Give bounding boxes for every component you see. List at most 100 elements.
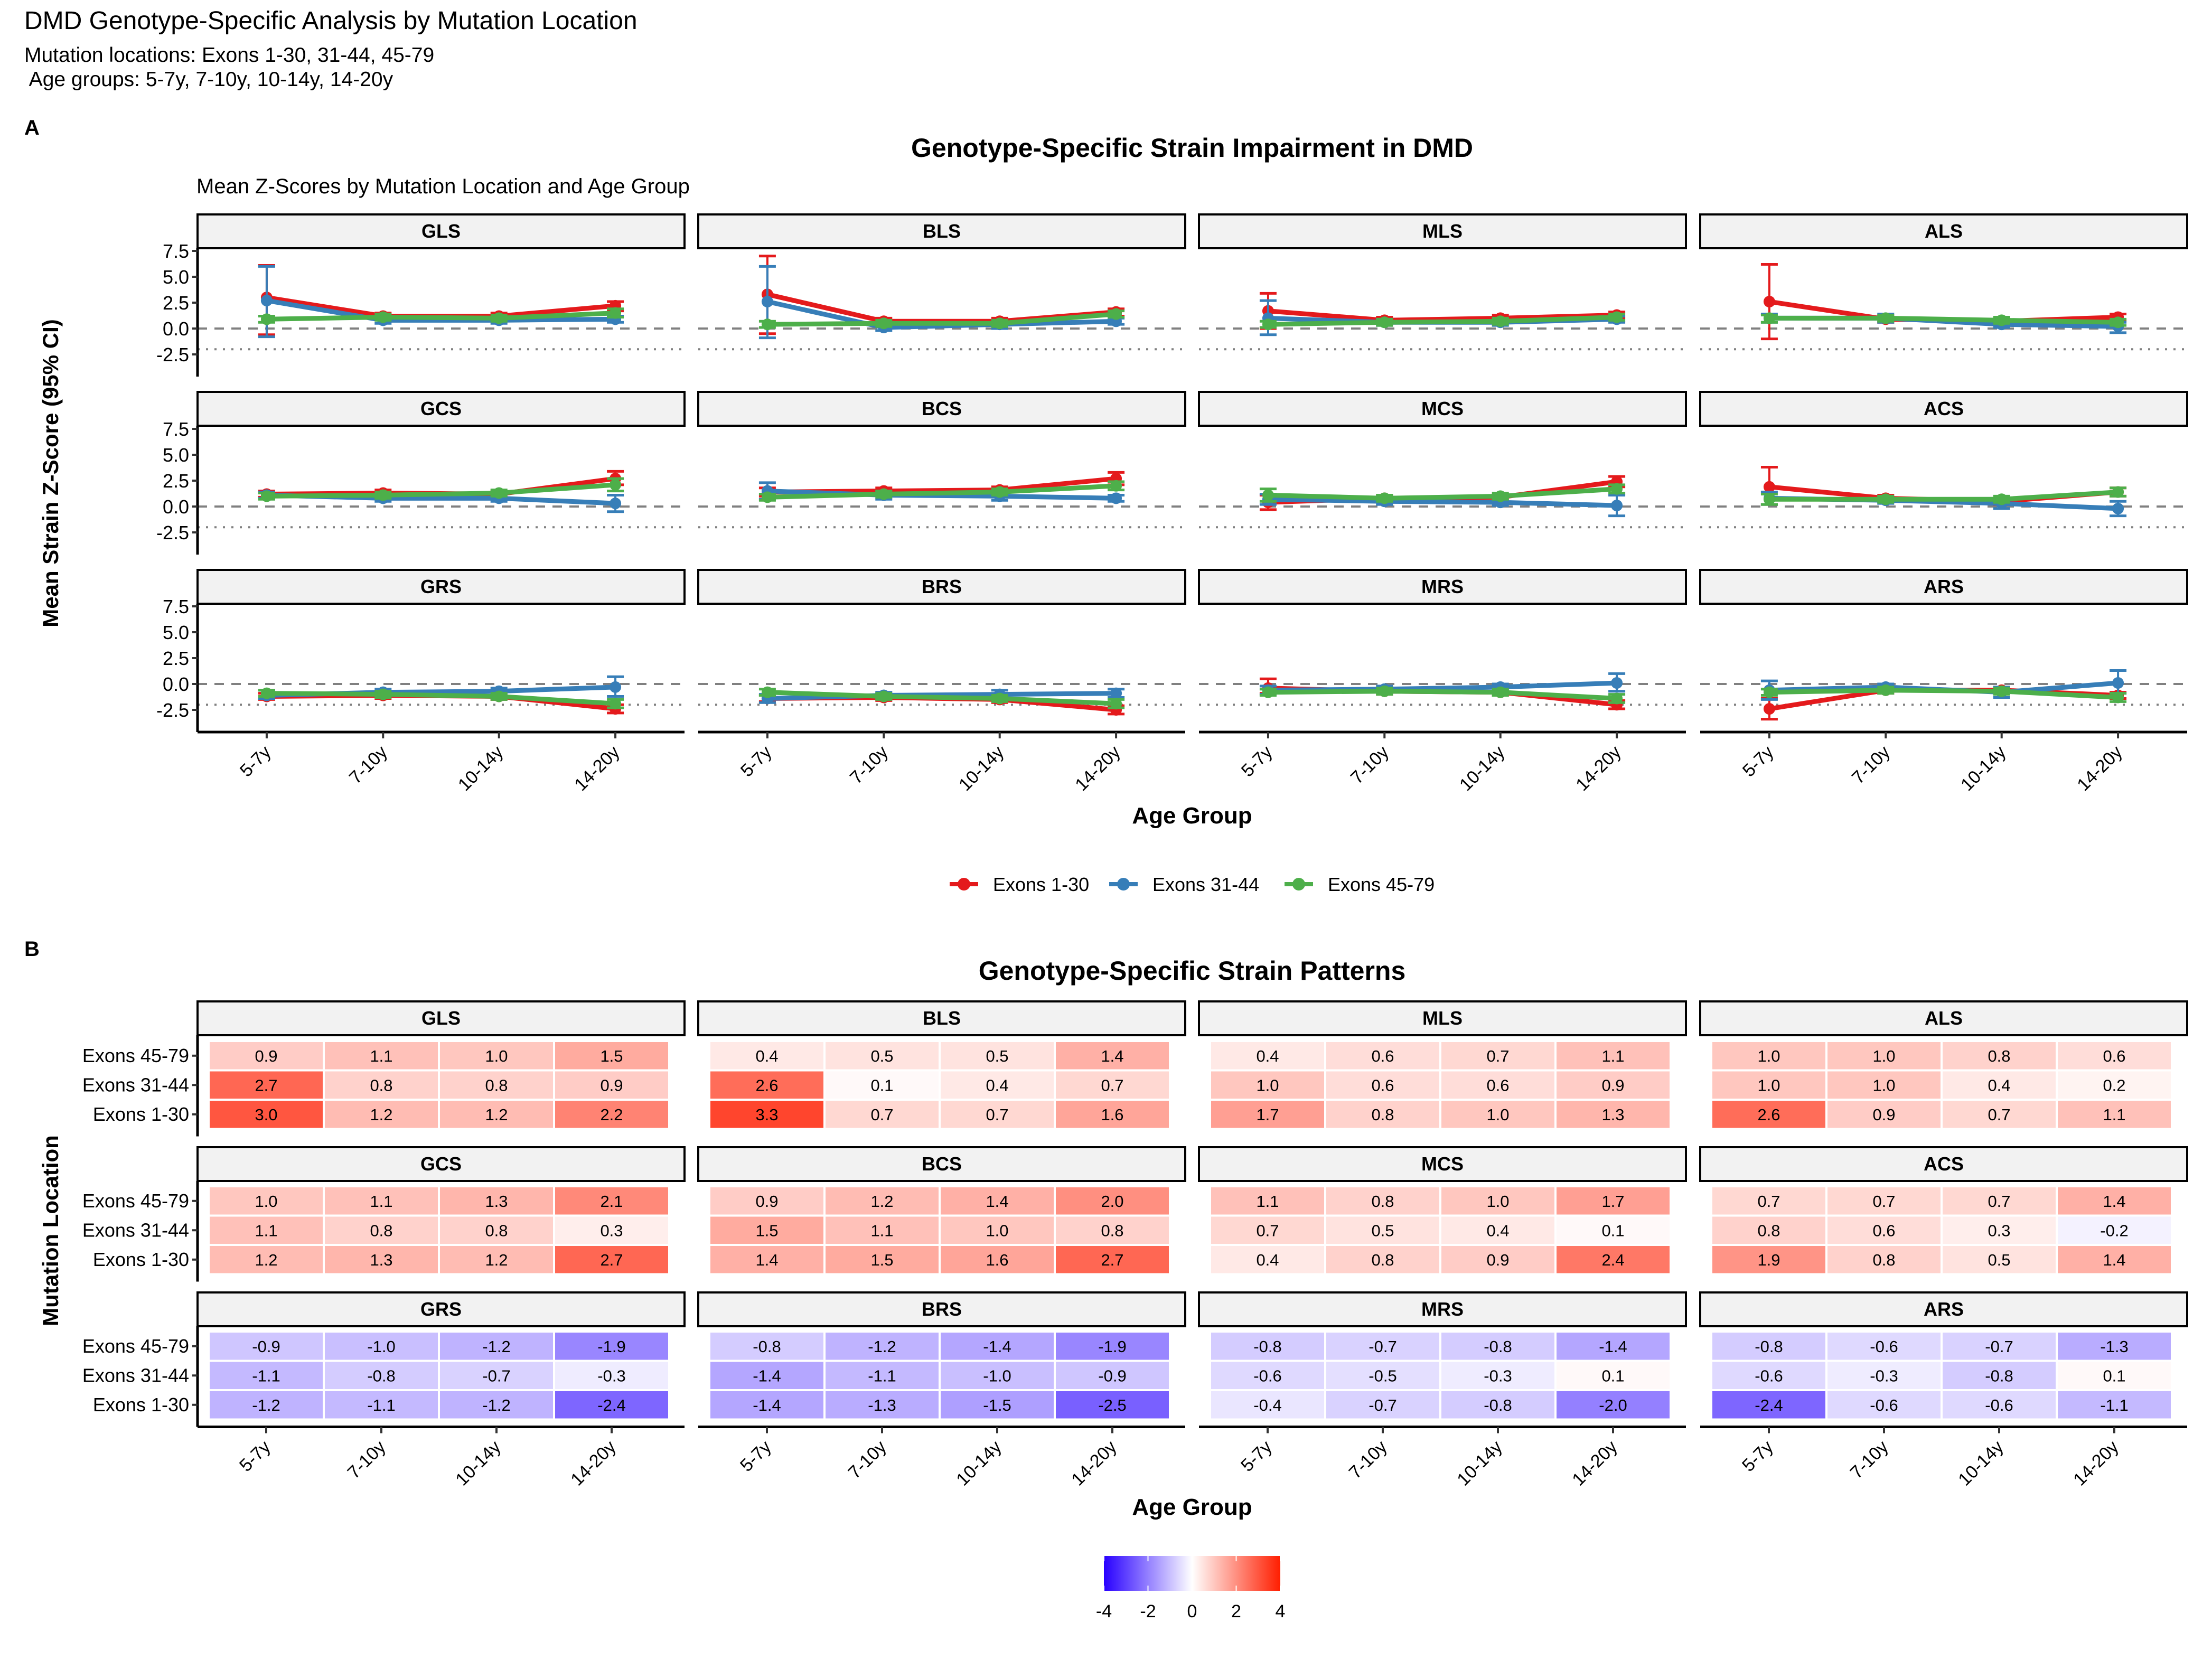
heatmap-tile <box>1554 1389 1672 1421</box>
series-exons-45-79 <box>1760 684 2127 704</box>
data-point <box>2112 677 2124 689</box>
facet-grs: GRS 7.5 5.0 2.5 0.0 -2.5 5-7y 7-10y 10-14y 14-20y <box>156 569 686 795</box>
heatmap-cell: -0.9 <box>1054 1360 1171 1391</box>
heatmap-tile <box>323 1330 440 1362</box>
data-point <box>2112 691 2124 704</box>
heatmap-tile <box>208 1069 325 1101</box>
data-point <box>377 688 389 700</box>
heatmap-cell: 3.0 <box>208 1099 325 1130</box>
heatmap-cell: 1.6 <box>1054 1099 1171 1130</box>
heatmap-value: -1.4 <box>983 1337 1011 1356</box>
heatmap-value: -1.0 <box>367 1337 395 1356</box>
heatmap-value: 0.4 <box>1256 1251 1279 1269</box>
heatmap-value: 2.6 <box>755 1076 778 1094</box>
heatmap-cell: 0.7 <box>939 1099 1056 1130</box>
heatmap-value: -0.2 <box>2100 1221 2128 1240</box>
heatmap-value: 0.7 <box>1101 1076 1123 1094</box>
heatmap-tile <box>823 1360 941 1391</box>
heatmap-cell: 1.5 <box>553 1040 670 1072</box>
data-point <box>610 498 622 510</box>
facet-mls: MLS <box>1198 213 1687 351</box>
panel-b-heatmaps: GLS Exons 45-79 0.9 1.1 1.0 1.5 Exons 31-44 2.7… <box>82 1000 2188 1490</box>
data-point <box>1110 687 1122 699</box>
heatmap-value: 2.7 <box>600 1251 623 1269</box>
heatmap-value: 0.7 <box>1872 1192 1895 1211</box>
heatmap-value: -0.6 <box>1253 1366 1281 1385</box>
heatmap-tile <box>2056 1360 2173 1391</box>
heatmap-value: 0.9 <box>1872 1105 1895 1124</box>
heatmap-value: 0.6 <box>2103 1047 2125 1065</box>
data-point <box>761 491 773 503</box>
facet-label: ARS <box>1924 576 1964 597</box>
data-point <box>377 311 389 323</box>
heatmap-cell: -0.3 <box>1825 1360 1943 1391</box>
heatmap-cell: 1.1 <box>2056 1099 2173 1130</box>
heatmap-value: -1.3 <box>868 1396 896 1414</box>
heatmap-value: -1.4 <box>753 1366 781 1385</box>
heatmap-value: 0.4 <box>986 1076 1008 1094</box>
heatmap-tile <box>323 1389 440 1421</box>
series-exons-45-79 <box>1259 483 1626 504</box>
heatmap-value: 2.7 <box>255 1076 277 1094</box>
heatmap-tile <box>438 1099 555 1130</box>
heatmap-tile <box>1825 1040 1943 1072</box>
x-tick-label: 5-7y <box>736 1437 775 1476</box>
heatmap-value: 0.1 <box>1601 1366 1624 1385</box>
heatmap-tile <box>1554 1214 1672 1246</box>
heatmap-cell: -1.1 <box>323 1389 440 1421</box>
heatmap-cell: 1.2 <box>438 1244 555 1276</box>
heatmap-value: 1.3 <box>370 1251 392 1269</box>
data-point <box>260 687 273 699</box>
heatmap-tile <box>1324 1360 1441 1391</box>
heatmap-cell: 0.4 <box>939 1069 1056 1101</box>
data-point <box>610 479 622 491</box>
heatmap-value: 0.5 <box>986 1047 1008 1065</box>
heatmap-tile <box>823 1389 941 1421</box>
heatmap-value: 1.0 <box>1872 1047 1895 1065</box>
series-line <box>266 298 616 323</box>
x-tick-label: 14-20y <box>2073 742 2126 795</box>
facet-label: ARS <box>1924 1298 1964 1320</box>
series-exons-45-79 <box>1259 311 1626 331</box>
data-point <box>1880 312 1892 324</box>
heatmap-cell: 1.1 <box>823 1214 941 1246</box>
panel-a-subtitle: Mean Z-Scores by Mutation Location and A… <box>196 175 690 198</box>
heatmap-cell: 2.7 <box>553 1244 670 1276</box>
heatmap-tile <box>553 1389 670 1421</box>
heatmap-cell: 1.0 <box>1439 1185 1557 1217</box>
heatmap-value: 0.1 <box>1601 1221 1624 1240</box>
heatmap-cell: -1.2 <box>438 1389 555 1421</box>
series-line <box>1268 689 1617 701</box>
heatmap-value: 0.1 <box>2103 1366 2125 1385</box>
heatmap-value: 0.6 <box>1486 1076 1509 1094</box>
heatmap-value: 2.0 <box>1101 1192 1123 1211</box>
facet-brs: BRS 5-7y 7-10y 10-14y 14-20y <box>697 569 1186 795</box>
heatmap-value: 2.2 <box>600 1105 623 1124</box>
facet-label: BLS <box>923 220 961 242</box>
heatmap-cell: -0.8 <box>1710 1330 1827 1362</box>
facet-label: GRS <box>420 576 462 597</box>
heatmap-cell: 1.1 <box>208 1214 325 1246</box>
data-point <box>260 490 273 502</box>
heatmap-value: -0.6 <box>1985 1396 2013 1414</box>
heatmap-cell: 1.0 <box>1825 1040 1943 1072</box>
series-line <box>767 691 1117 701</box>
heatmap-cell: -1.2 <box>823 1330 941 1362</box>
row-label: Exons 45-79 <box>82 1335 189 1357</box>
series-exons-45-79 <box>258 477 624 502</box>
heatmap-tile <box>1439 1389 1557 1421</box>
heatmap-cell: 0.4 <box>1941 1069 2058 1101</box>
facet-strip <box>196 1291 686 1327</box>
heatmap-value: 0.7 <box>1256 1221 1279 1240</box>
heatmap-tile <box>438 1069 555 1101</box>
heatmap-value: -1.4 <box>753 1396 781 1414</box>
heatmap-value: 1.9 <box>1757 1251 1780 1269</box>
heatmap-value: 1.7 <box>1256 1105 1279 1124</box>
heatmap-cell: 0.4 <box>1439 1214 1557 1246</box>
heatmap-cell: 0.7 <box>1825 1185 1943 1217</box>
data-point <box>1763 481 1775 493</box>
facet-ars: ARS 5-7y 7-10y 10-14y 14-20y <box>1699 569 2188 795</box>
heatmap-cell: -0.3 <box>553 1360 670 1391</box>
heatmap-tile <box>553 1360 670 1391</box>
heatmap-value: 1.0 <box>485 1047 508 1065</box>
